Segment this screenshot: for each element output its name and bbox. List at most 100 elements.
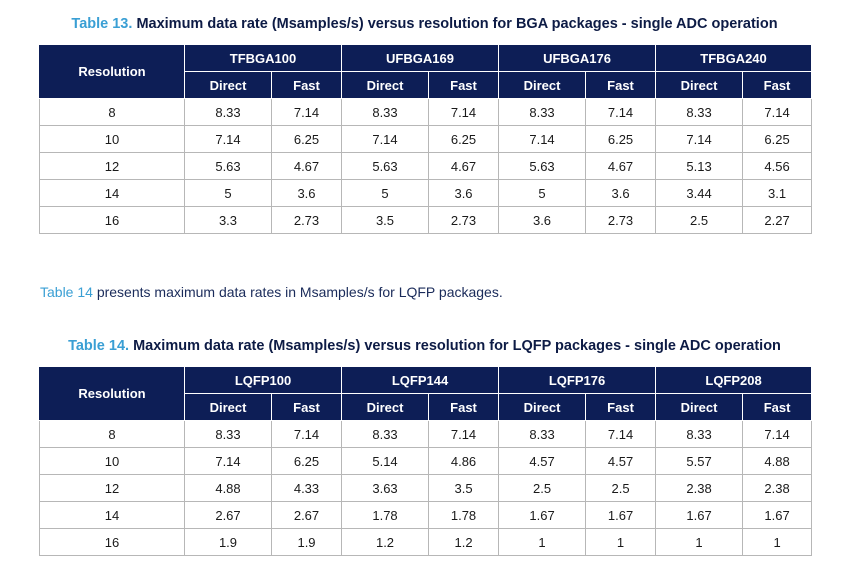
data-cell: 3.5 [341,206,429,234]
data-cell: 6.25 [270,447,343,475]
data-cell: 1.2 [428,528,500,556]
package-header: LQFP208 [655,366,813,394]
table-14-reference-link[interactable]: Table 14 [40,284,93,300]
table-13-caption: Table 13. Maximum data rate (Msamples/s)… [0,16,849,32]
mode-header: Fast [270,393,343,421]
mode-header: Direct [184,393,272,421]
mode-header: Direct [655,71,744,99]
table-row: 12 4.88 4.33 3.63 3.5 2.5 2.5 2.38 2.38 [39,474,813,502]
table-row: 14 5 3.6 5 3.6 5 3.6 3.44 3.1 [39,179,813,207]
mode-header: Fast [585,71,657,99]
data-cell: 3.6 [585,179,657,207]
mode-header: Fast [428,393,500,421]
table-13-caption-number: Table 13. [71,16,133,32]
data-cell: 3.63 [341,474,430,502]
data-cell: 8.33 [184,420,272,448]
mode-header: Direct [341,71,429,99]
data-cell: 7.14 [585,420,657,448]
data-cell: 7.14 [184,447,272,475]
package-header: UFBGA176 [498,44,657,72]
data-cell: 3.3 [184,206,272,234]
data-cell: 6.25 [742,125,813,153]
data-cell: 4.67 [271,152,342,180]
data-cell: 3.44 [655,179,744,207]
table13-header-row-modes: Direct Fast Direct Fast Direct Fast Direct Fast [40,71,813,99]
data-cell: 5.57 [655,447,744,475]
data-cell: 1.67 [498,501,587,529]
data-cell: 4.88 [742,447,813,475]
table-14-caption-number: Table 14. [68,338,130,354]
body-paragraph: Table 14 presents maximum data rates in … [40,284,503,300]
table-row: 16 1.9 1.9 1.2 1.2 1 1 1 1 [39,528,813,556]
table-row: 12 5.63 4.67 5.63 4.67 5.63 4.67 5.13 4.56 [39,152,813,180]
mode-header: Direct [655,393,744,421]
data-cell: 3.5 [428,474,500,502]
data-cell: 3.6 [427,179,500,207]
resolution-cell: 10 [39,125,185,153]
resolution-cell: 10 [39,447,185,475]
table-14: Resolution LQFP100 LQFP144 LQFP176 LQFP208 Di… [39,366,813,556]
data-cell: 2.5 [498,474,587,502]
data-cell: 6.25 [427,125,500,153]
data-cell: 4.67 [585,152,657,180]
resolution-cell: 12 [39,152,185,180]
data-cell: 8.33 [341,420,430,448]
data-cell: 1 [585,528,657,556]
data-cell: 1.9 [184,528,272,556]
table-14-caption-text: Maximum data rate (Msamples/s) versus re… [133,338,781,354]
data-cell: 1 [655,528,744,556]
table-13-header: Resolution TFBGA100 UFBGA169 UFBGA176 TFBGA2… [39,44,813,99]
data-cell: 2.38 [655,474,744,502]
data-cell: 1.67 [655,501,744,529]
resolution-cell: 12 [39,474,185,502]
table-14-body: 8 8.33 7.14 8.33 7.14 8.33 7.14 8.33 7.14 10 7.14 6… [39,420,813,556]
data-cell: 7.14 [742,420,813,448]
data-cell: 5 [184,179,272,207]
data-cell: 2.27 [742,206,813,234]
data-cell: 4.57 [498,447,587,475]
resolution-cell: 16 [39,528,185,556]
data-cell: 7.14 [341,125,429,153]
data-cell: 1.9 [270,528,343,556]
data-cell: 1.67 [742,501,813,529]
data-cell: 2.5 [655,206,744,234]
data-cell: 2.67 [270,501,343,529]
mode-header: Fast [585,393,657,421]
resolution-cell: 8 [39,98,185,126]
resolution-cell: 14 [39,501,185,529]
resolution-cell: 14 [39,179,185,207]
data-cell: 1.67 [585,501,657,529]
data-cell: 7.14 [270,420,343,448]
table-row: 16 3.3 2.73 3.5 2.73 3.6 2.73 2.5 2.27 [39,206,813,234]
table14-header-row-modes: Direct Fast Direct Fast Direct Fast Direct Fast [40,393,813,421]
table13-header-row-packages: Resolution TFBGA100 UFBGA169 UFBGA176 TFBGA2… [39,44,813,99]
data-cell: 7.14 [585,98,657,126]
data-cell: 2.67 [184,501,272,529]
data-cell: 7.14 [742,98,813,126]
table-row: 10 7.14 6.25 5.14 4.86 4.57 4.57 5.57 4.88 [39,447,813,475]
table-13: Resolution TFBGA100 UFBGA169 UFBGA176 TFBGA2… [39,44,813,234]
data-cell: 7.14 [428,420,500,448]
mode-header: Fast [427,71,500,99]
table-row: 8 8.33 7.14 8.33 7.14 8.33 7.14 8.33 7.14 [39,98,813,126]
mode-header: Direct [184,71,272,99]
package-header: LQFP176 [498,366,657,394]
paragraph-text: presents maximum data rates in Msamples/… [92,284,503,300]
data-cell: 8.33 [184,98,272,126]
data-cell: 3.6 [498,206,587,234]
data-cell: 5 [341,179,429,207]
data-cell: 5.63 [184,152,272,180]
data-cell: 4.56 [742,152,813,180]
resolution-cell: 8 [39,420,185,448]
data-cell: 1.78 [341,501,430,529]
data-cell: 5.13 [655,152,744,180]
table-row: 8 8.33 7.14 8.33 7.14 8.33 7.14 8.33 7.14 [39,420,813,448]
mode-header: Fast [742,71,813,99]
mode-header: Fast [742,393,813,421]
data-cell: 7.14 [271,98,342,126]
data-cell: 4.86 [428,447,500,475]
mode-header: Direct [498,71,587,99]
resolution-column-header: Resolution [39,44,185,99]
table-14-header: Resolution LQFP100 LQFP144 LQFP176 LQFP208 Di… [39,366,813,421]
table-row: 10 7.14 6.25 7.14 6.25 7.14 6.25 7.14 6.25 [39,125,813,153]
